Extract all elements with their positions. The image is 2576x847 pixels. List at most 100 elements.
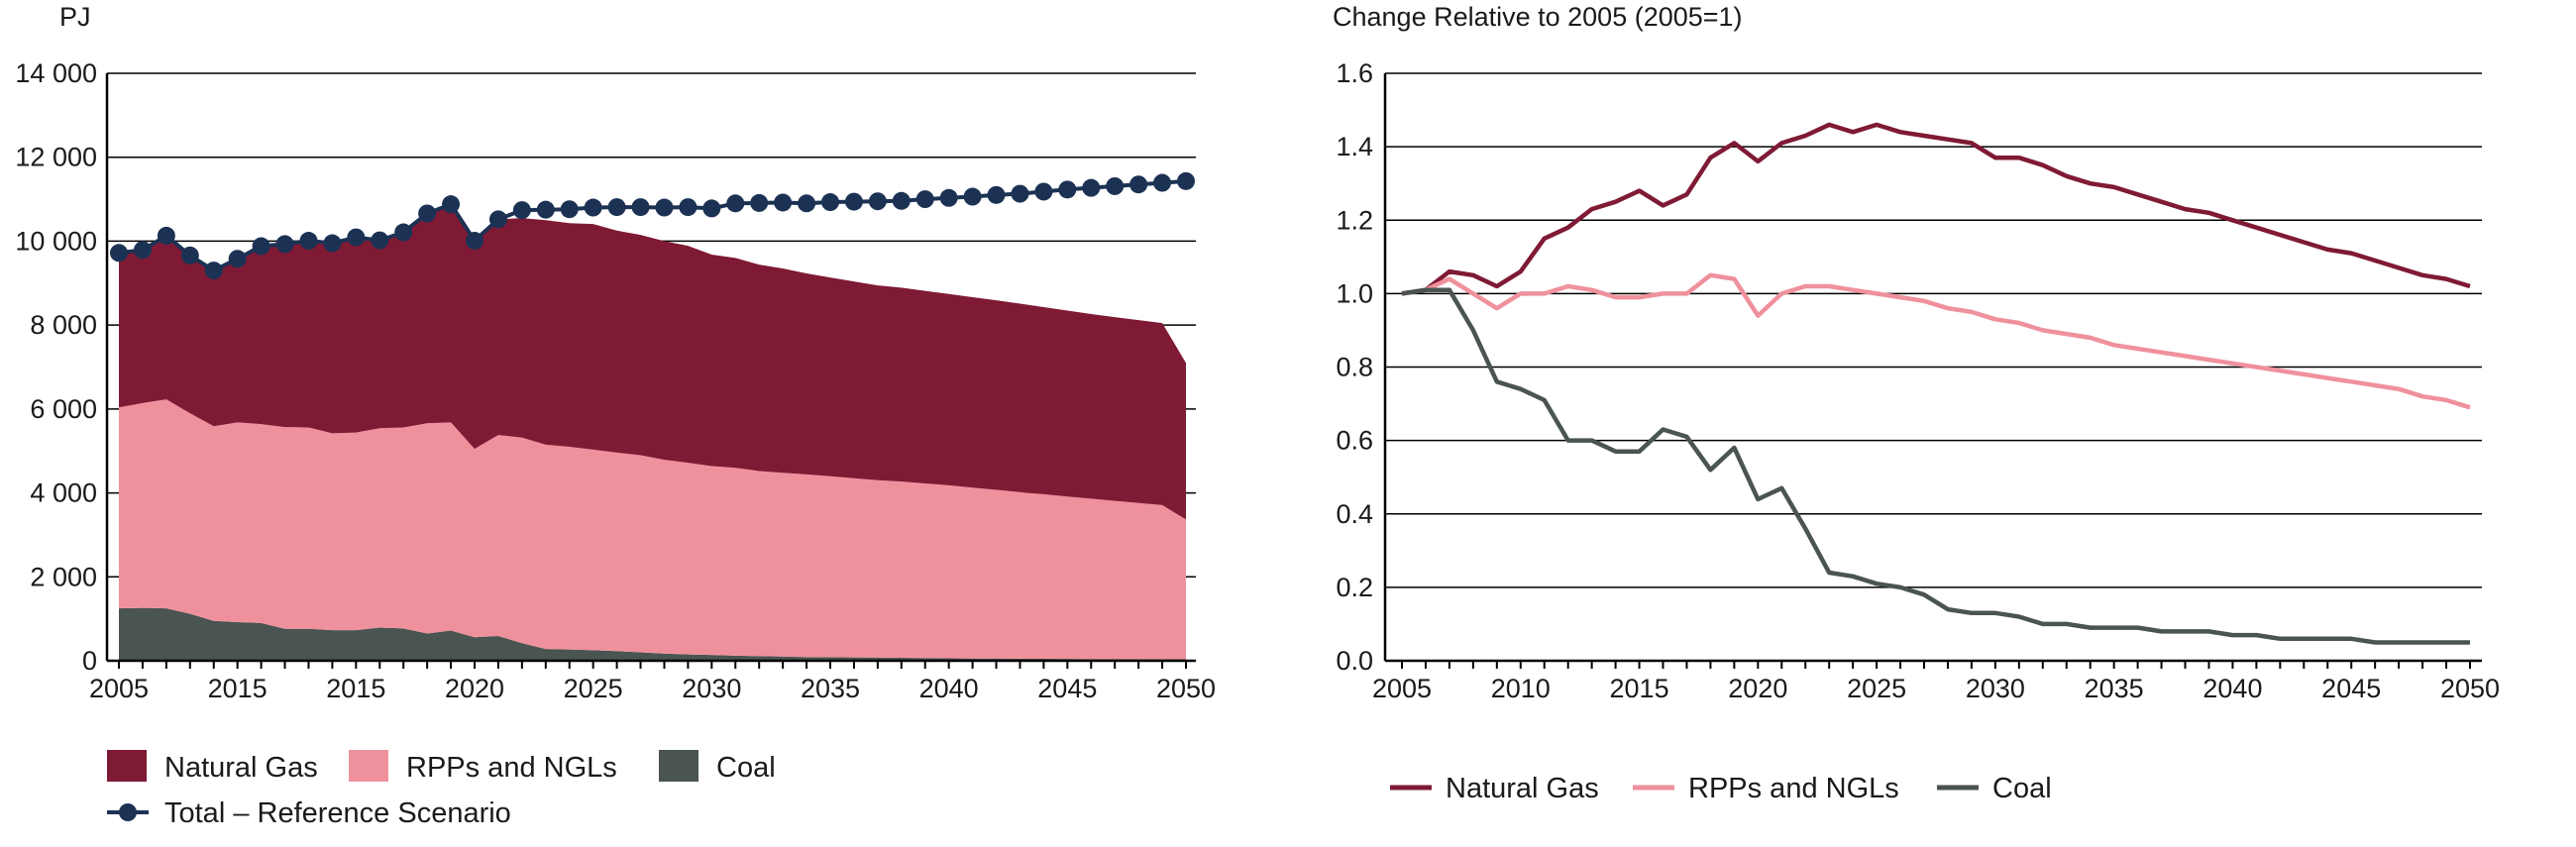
total-point bbox=[892, 191, 911, 210]
total-point bbox=[560, 200, 579, 219]
area-rpps-and-ngls bbox=[119, 399, 1186, 660]
total-point bbox=[939, 188, 958, 207]
total-line bbox=[118, 178, 1187, 273]
left-axes bbox=[105, 73, 1196, 669]
total-point bbox=[347, 228, 366, 247]
total-point bbox=[442, 195, 461, 214]
right-y-tick-label: 0.0 bbox=[1336, 646, 1373, 676]
left-x-tick-label: 2045 bbox=[1037, 674, 1097, 703]
right-x-tick-label: 2025 bbox=[1847, 674, 1906, 703]
legend-swatch-coal bbox=[659, 750, 698, 782]
right-unit-label: Change Relative to 2005 (2005=1) bbox=[1333, 2, 1743, 32]
total-point bbox=[821, 193, 839, 212]
total-point bbox=[299, 232, 318, 251]
right-line-chart: Change Relative to 2005 (2005=1) 0.00.20… bbox=[1333, 2, 2500, 804]
left-x-tick-label: 2015 bbox=[208, 674, 268, 703]
right-axes bbox=[1383, 73, 2482, 669]
right-x-tick-label: 2010 bbox=[1491, 674, 1551, 703]
total-point bbox=[868, 192, 887, 211]
right-y-tick-labels: 0.0 0.2 0.4 0.6 0.8 1.0 1.2 1.4 1.6 bbox=[1336, 58, 1373, 676]
total-point bbox=[655, 198, 674, 217]
left-y-tick-label: 14 000 bbox=[15, 58, 97, 88]
right-x-tick-label: 2045 bbox=[2321, 674, 2381, 703]
left-x-tick-label: 2040 bbox=[919, 674, 979, 703]
legend-swatch-rpps-and-ngls bbox=[349, 750, 388, 782]
left-stacked-areas bbox=[119, 204, 1186, 661]
left-y-tick-labels: 0 2 000 4 000 6 000 8 000 10 000 12 000 14 000 bbox=[15, 58, 97, 676]
right-y-tick-label: 1.4 bbox=[1336, 132, 1373, 161]
left-x-tick-labels: 2005 2015 2015 2020 2025 2030 2035 2040 2045 2050 bbox=[89, 674, 1216, 703]
left-y-tick-label: 4 000 bbox=[30, 478, 97, 508]
left-y-tick-label: 0 bbox=[82, 646, 97, 676]
right-x-tick-label: 2050 bbox=[2440, 674, 2500, 703]
area-coal bbox=[119, 607, 1186, 661]
right-gridlines bbox=[1385, 72, 2482, 588]
right-y-tick-label: 0.4 bbox=[1336, 499, 1373, 529]
total-point bbox=[394, 223, 413, 242]
left-x-tick-label: 2030 bbox=[682, 674, 741, 703]
total-point bbox=[726, 194, 745, 213]
line-coal bbox=[1401, 287, 2470, 645]
total-point bbox=[110, 244, 128, 263]
right-x-tick-label: 2020 bbox=[1728, 674, 1787, 703]
line-natural-gas bbox=[1401, 122, 2471, 296]
total-point bbox=[180, 246, 199, 265]
right-x-tick-label: 2015 bbox=[1610, 674, 1669, 703]
total-point bbox=[133, 241, 152, 260]
left-x-tick-label: 2005 bbox=[89, 674, 149, 703]
right-x-tick-label: 2035 bbox=[2085, 674, 2144, 703]
total-point bbox=[679, 198, 698, 217]
left-x-tick-label: 2035 bbox=[801, 674, 860, 703]
legend-swatch-total-marker bbox=[119, 803, 137, 821]
total-point bbox=[1106, 176, 1125, 195]
left-x-tick-label: 2020 bbox=[445, 674, 504, 703]
total-point bbox=[607, 198, 626, 217]
line-rpps-and-ngls bbox=[1401, 272, 2471, 410]
left-y-tick-label: 6 000 bbox=[30, 394, 97, 424]
total-point bbox=[488, 210, 507, 229]
total-point bbox=[774, 193, 793, 212]
left-y-tick-label: 12 000 bbox=[15, 143, 97, 172]
total-point bbox=[702, 199, 721, 218]
total-point bbox=[512, 201, 531, 220]
legend-label-rpps-and-ngls: RPPs and NGLs bbox=[406, 752, 617, 784]
area-natural-gas bbox=[119, 204, 1186, 520]
right-y-tick-label: 1.2 bbox=[1336, 205, 1373, 235]
total-point bbox=[252, 237, 270, 256]
total-point bbox=[204, 262, 223, 280]
legend-label-natural-gas: Natural Gas bbox=[164, 752, 318, 784]
right-x-tick-label: 2005 bbox=[1372, 674, 1432, 703]
total-point bbox=[844, 192, 863, 211]
right-series-lines bbox=[1401, 122, 2471, 645]
total-point bbox=[536, 200, 555, 219]
left-x-tick-label: 2025 bbox=[564, 674, 623, 703]
right-legend: Natural Gas RPPs and NGLs Coal bbox=[1390, 773, 2052, 804]
right-x-tick-label: 2030 bbox=[1966, 674, 2025, 703]
right-y-tick-label: 1.0 bbox=[1336, 278, 1373, 308]
total-point bbox=[323, 234, 342, 253]
total-point bbox=[963, 187, 982, 206]
total-point bbox=[1129, 175, 1148, 194]
total-point bbox=[987, 185, 1006, 204]
total-point bbox=[915, 190, 934, 209]
right-y-tick-label: 0.8 bbox=[1336, 353, 1373, 382]
total-point bbox=[1153, 173, 1172, 192]
total-point bbox=[275, 235, 294, 254]
total-point bbox=[418, 204, 437, 223]
right-x-tick-label: 2040 bbox=[2202, 674, 2262, 703]
legend-label-natural-gas: Natural Gas bbox=[1446, 773, 1599, 804]
total-point bbox=[631, 198, 650, 217]
left-y-tick-label: 10 000 bbox=[15, 226, 97, 256]
legend-label-total-reference-scenario: Total – Reference Scenario bbox=[164, 797, 511, 829]
left-total-line bbox=[110, 171, 1195, 280]
total-point bbox=[466, 232, 483, 251]
legend-label-rpps-and-ngls: RPPs and NGLs bbox=[1688, 773, 1899, 804]
total-point bbox=[1058, 180, 1077, 199]
right-y-tick-label: 0.6 bbox=[1336, 426, 1373, 456]
left-y-tick-label: 8 000 bbox=[30, 310, 97, 340]
total-point bbox=[1011, 184, 1029, 203]
left-area-chart: PJ 0 2 000 4 000 6 000 8 000 10 000 12 000 14 0… bbox=[15, 2, 1216, 829]
total-point bbox=[1034, 182, 1053, 201]
total-point bbox=[798, 194, 816, 213]
